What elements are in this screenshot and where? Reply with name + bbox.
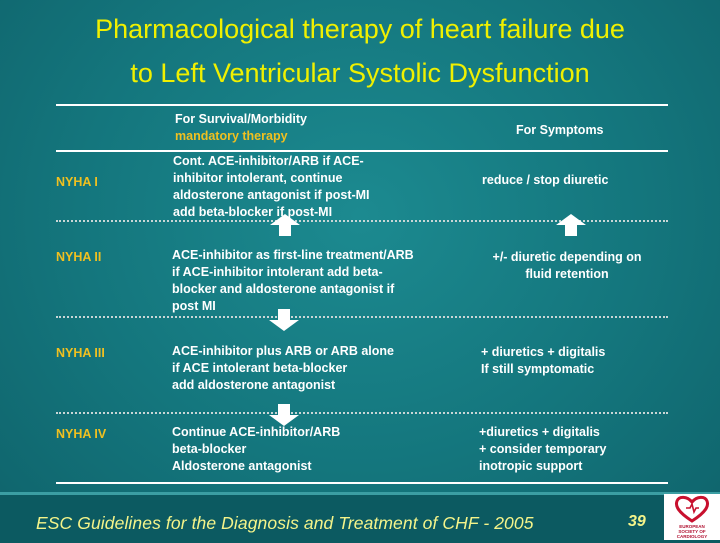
text-line: Cont. ACE-inhibitor/ARB if ACE- — [173, 154, 364, 168]
text-line: + consider temporary — [479, 442, 607, 456]
text-line: inhibitor intolerant, continue — [173, 171, 343, 185]
text-line: blocker and aldosterone antagonist if — [172, 282, 395, 296]
text-line: Continue ACE-inhibitor/ARB — [172, 425, 341, 439]
row-label-nyha-4: NYHA IV — [56, 427, 107, 441]
footer-bar: ESC Guidelines for the Diagnosis and Tre… — [0, 492, 720, 543]
slide-title-line-2: to Left Ventricular Systolic Dysfunction — [130, 58, 590, 88]
arrow-up-icon — [270, 214, 300, 236]
text-line: inotropic support — [479, 459, 583, 473]
esc-logo-text: EUROPEAN SOCIETY OF CARDIOLOGY — [666, 524, 718, 539]
text-line: add beta-blocker if post-MI — [173, 205, 333, 219]
survival-text-nyha-1: Cont. ACE-inhibitor/ARB if ACE- inhibito… — [173, 153, 370, 221]
arrow-down-icon — [269, 309, 299, 331]
text-line: If still symptomatic — [481, 362, 595, 376]
survival-text-nyha-2: ACE-inhibitor as first-line treatment/AR… — [172, 247, 414, 315]
text-line: ACE-inhibitor plus ARB or ARB alone — [172, 344, 394, 358]
row-label-nyha-2: NYHA II — [56, 250, 102, 264]
survival-text-nyha-4: Continue ACE-inhibitor/ARB beta-blocker … — [172, 424, 340, 475]
slide-title-line-1: Pharmacological therapy of heart failure… — [95, 14, 625, 44]
text-line: ACE-inhibitor as first-line treatment/AR… — [172, 248, 414, 262]
text-line: if ACE intolerant beta-blocker — [172, 361, 348, 375]
text-line: fluid retention — [525, 267, 609, 281]
symptoms-text-nyha-3: + diuretics + digitalis If still symptom… — [481, 344, 605, 378]
survival-text-nyha-3: ACE-inhibitor plus ARB or ARB alone if A… — [172, 343, 394, 394]
esc-heart-logo — [674, 495, 710, 523]
text-line: add aldosterone antagonist — [172, 378, 336, 392]
header-mandatory-therapy: mandatory therapy — [175, 129, 288, 143]
arrow-down-icon — [269, 404, 299, 426]
symptoms-text-nyha-2: +/- diuretic depending on fluid retentio… — [474, 249, 660, 283]
row-label-nyha-1: NYHA I — [56, 175, 98, 189]
symptoms-text-nyha-1: reduce / stop diuretic — [482, 172, 608, 189]
text-line: Aldosterone antagonist — [172, 459, 312, 473]
text-line: + diuretics + digitalis — [481, 345, 606, 359]
table-header-rule — [56, 150, 668, 152]
text-line: post MI — [172, 299, 216, 313]
text-line: beta-blocker — [172, 442, 247, 456]
table-bottom-rule — [56, 482, 668, 484]
row-label-nyha-3: NYHA III — [56, 346, 105, 360]
table-top-rule — [56, 104, 668, 106]
arrow-up-icon — [556, 214, 586, 236]
header-survival: For Survival/Morbidity — [175, 112, 307, 126]
row-divider — [56, 412, 668, 414]
header-symptoms: For Symptoms — [516, 123, 604, 137]
esc-logo: EUROPEAN SOCIETY OF CARDIOLOGY — [664, 494, 720, 540]
text-line: aldosterone antagonist if post-MI — [173, 188, 370, 202]
logo-text-line: EUROPEAN — [679, 524, 705, 529]
text-line: reduce / stop diuretic — [482, 173, 609, 187]
footer-title: ESC Guidelines for the Diagnosis and Tre… — [36, 513, 534, 533]
symptoms-text-nyha-4: +diuretics + digitalis + consider tempor… — [479, 424, 606, 475]
page-number: 39 — [628, 513, 646, 530]
text-line: +/- diuretic depending on — [492, 250, 642, 264]
logo-text-line: CARDIOLOGY — [676, 534, 708, 539]
row-divider — [56, 220, 668, 222]
row-divider — [56, 316, 668, 318]
text-line: +diuretics + digitalis — [479, 425, 600, 439]
logo-text-line: SOCIETY OF — [678, 529, 706, 534]
text-line: if ACE-inhibitor intolerant add beta- — [172, 265, 383, 279]
